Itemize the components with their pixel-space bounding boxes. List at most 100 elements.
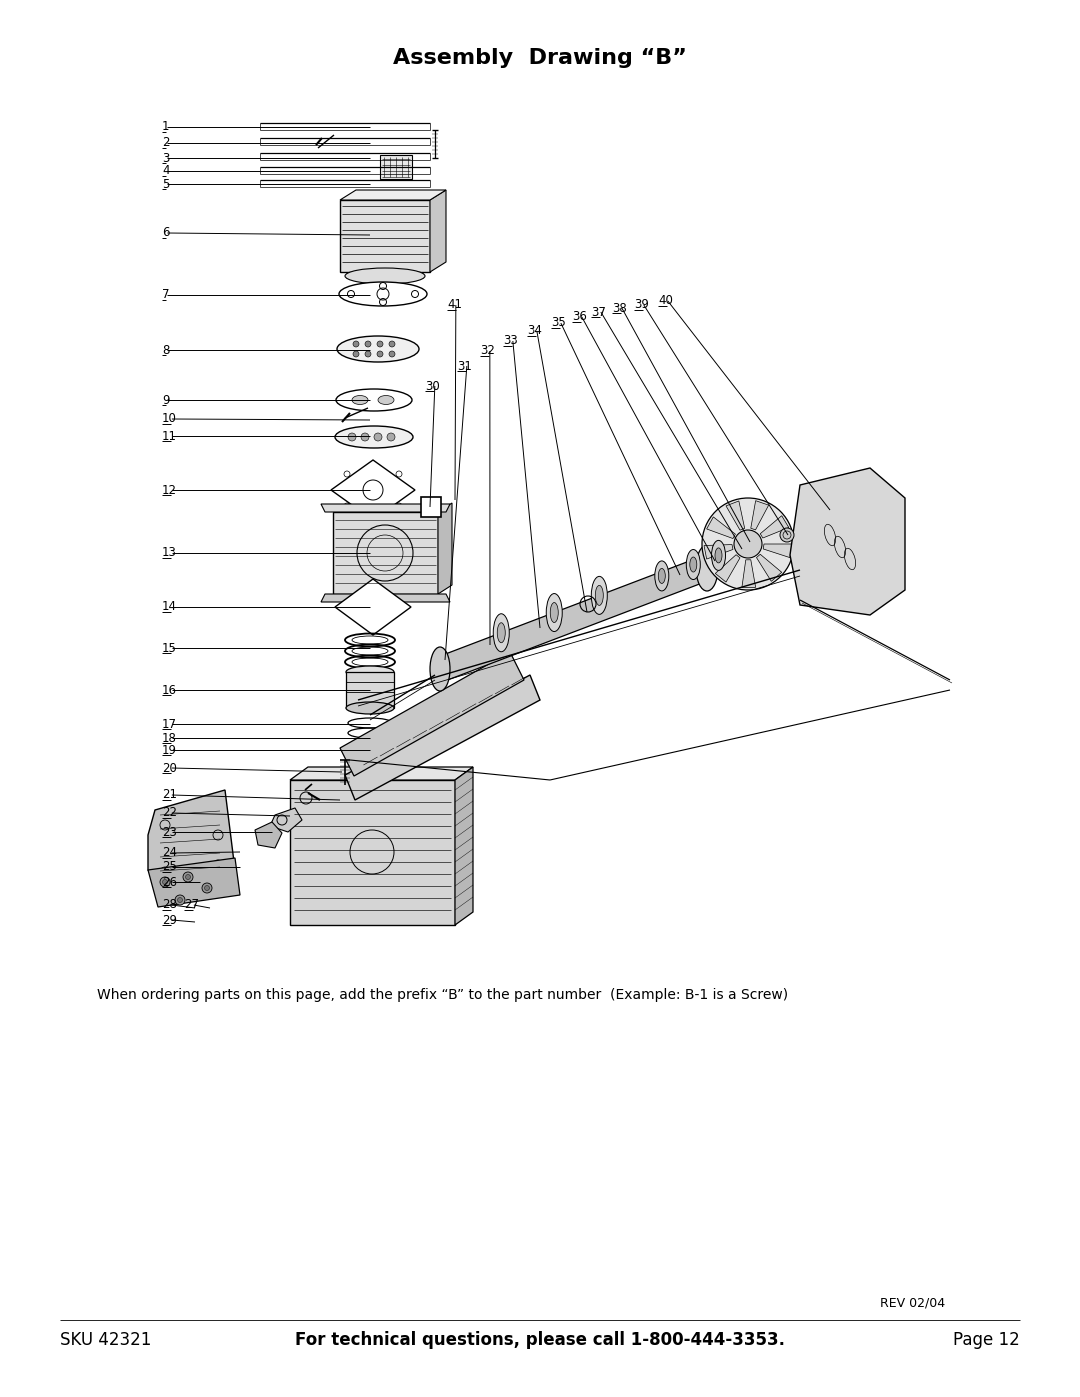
Text: 23: 23 [162, 826, 177, 838]
Circle shape [377, 341, 383, 346]
Ellipse shape [595, 585, 604, 605]
Text: 25: 25 [162, 861, 177, 873]
Text: 3: 3 [162, 151, 170, 165]
Text: 6: 6 [162, 226, 170, 239]
Circle shape [162, 880, 167, 884]
Text: 13: 13 [162, 546, 177, 560]
Text: 38: 38 [612, 302, 626, 314]
Bar [340, 200, 430, 272]
Text: SKU 42321: SKU 42321 [60, 1331, 151, 1350]
Polygon shape [340, 190, 446, 200]
Bar [333, 511, 438, 594]
Text: 39: 39 [634, 299, 649, 312]
Polygon shape [726, 502, 745, 529]
Bar [421, 497, 441, 517]
Text: 36: 36 [572, 310, 586, 324]
Ellipse shape [690, 557, 697, 571]
Text: 9: 9 [162, 394, 170, 407]
Circle shape [365, 351, 372, 358]
Text: 16: 16 [162, 683, 177, 697]
Polygon shape [455, 767, 473, 925]
Text: 1: 1 [162, 120, 170, 134]
Text: 10: 10 [162, 412, 177, 426]
Text: For technical questions, please call 1-800-444-3353.: For technical questions, please call 1-8… [295, 1331, 785, 1350]
Circle shape [202, 883, 212, 893]
Polygon shape [760, 515, 788, 538]
Polygon shape [704, 545, 733, 559]
Text: Assembly  Drawing “B”: Assembly Drawing “B” [393, 47, 687, 68]
Text: When ordering parts on this page, add the prefix “B” to the part number  (Exampl: When ordering parts on this page, add th… [97, 988, 788, 1002]
Text: 8: 8 [162, 344, 170, 356]
Polygon shape [756, 555, 782, 581]
Circle shape [387, 433, 395, 441]
Circle shape [361, 433, 369, 441]
Polygon shape [345, 675, 540, 800]
Polygon shape [751, 500, 769, 529]
Ellipse shape [686, 549, 700, 580]
Ellipse shape [550, 602, 558, 623]
Text: 18: 18 [162, 732, 177, 745]
Text: 26: 26 [162, 876, 177, 888]
Circle shape [353, 351, 359, 358]
Circle shape [365, 341, 372, 346]
Polygon shape [270, 807, 302, 833]
Text: 22: 22 [162, 806, 177, 820]
Circle shape [702, 497, 794, 590]
Text: 30: 30 [426, 380, 440, 393]
Text: REV 02/04: REV 02/04 [880, 1296, 945, 1309]
Ellipse shape [592, 577, 607, 615]
Text: 41: 41 [447, 299, 462, 312]
Ellipse shape [336, 388, 411, 411]
Text: 35: 35 [551, 317, 566, 330]
Bar [291, 780, 455, 925]
Polygon shape [430, 190, 446, 272]
Polygon shape [148, 789, 235, 890]
Text: 37: 37 [591, 306, 606, 319]
Text: 11: 11 [162, 429, 177, 443]
Polygon shape [764, 543, 792, 557]
Circle shape [183, 872, 193, 882]
Polygon shape [291, 767, 473, 780]
Circle shape [177, 897, 183, 902]
Ellipse shape [497, 623, 505, 643]
Text: 2: 2 [162, 137, 170, 149]
Polygon shape [321, 594, 450, 602]
Circle shape [186, 875, 190, 880]
Ellipse shape [352, 395, 368, 405]
Text: 17: 17 [162, 718, 177, 731]
Polygon shape [148, 858, 240, 907]
Text: 33: 33 [503, 334, 517, 348]
Circle shape [734, 529, 762, 557]
Text: 32: 32 [480, 345, 495, 358]
Ellipse shape [712, 541, 726, 570]
Text: 15: 15 [162, 641, 177, 655]
Polygon shape [255, 821, 282, 848]
Ellipse shape [335, 426, 413, 448]
Text: 27: 27 [184, 898, 199, 911]
Polygon shape [789, 468, 905, 615]
Ellipse shape [378, 395, 394, 405]
Text: 24: 24 [162, 847, 177, 859]
Bar [380, 155, 411, 179]
Text: 5: 5 [162, 177, 170, 190]
Text: 40: 40 [658, 295, 673, 307]
Ellipse shape [345, 268, 426, 284]
Ellipse shape [430, 647, 450, 692]
Text: 28: 28 [162, 898, 177, 911]
Ellipse shape [337, 337, 419, 362]
Polygon shape [340, 652, 524, 775]
Circle shape [780, 528, 794, 542]
Text: 34: 34 [527, 324, 542, 338]
Circle shape [160, 877, 170, 887]
Polygon shape [706, 517, 735, 538]
Ellipse shape [494, 613, 510, 652]
Polygon shape [435, 557, 710, 680]
Text: 12: 12 [162, 483, 177, 496]
Circle shape [175, 895, 185, 905]
Text: 19: 19 [162, 743, 177, 757]
Ellipse shape [546, 594, 563, 631]
Text: 14: 14 [162, 601, 177, 613]
Bar [346, 672, 394, 708]
Text: 7: 7 [162, 289, 170, 302]
Ellipse shape [346, 666, 394, 678]
